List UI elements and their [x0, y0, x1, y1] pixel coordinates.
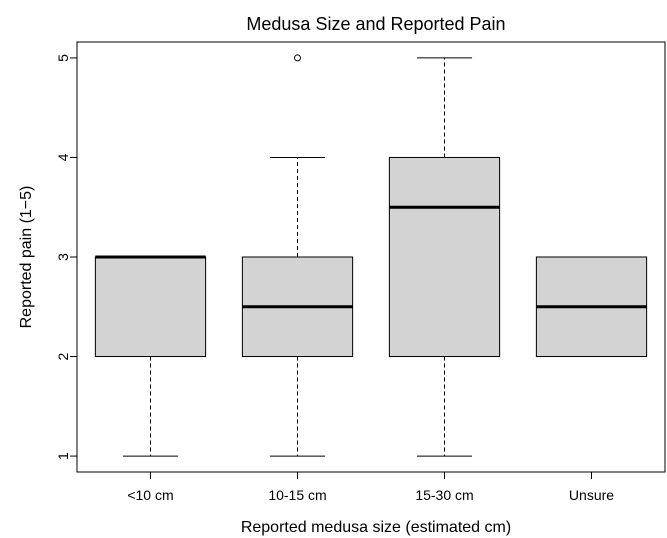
box-group: [388, 57, 501, 457]
y-axis-title: Reported pain (1−5): [18, 186, 35, 329]
x-axis: <10 cm 10-15 cm 15-30 cm Unsure: [127, 471, 614, 503]
x-tick-label: 15-30 cm: [415, 487, 473, 503]
x-tick-label: 10-15 cm: [268, 487, 326, 503]
box-group: [535, 256, 648, 358]
box-group: [241, 54, 354, 457]
x-tick-label: Unsure: [569, 487, 614, 503]
y-tick-label: 4: [55, 153, 71, 161]
chart-title: Medusa Size and Reported Pain: [246, 14, 505, 34]
x-tick-label: <10 cm: [127, 487, 173, 503]
boxplot-series: [94, 54, 648, 457]
y-tick-label: 3: [55, 253, 71, 261]
y-tick-label: 5: [55, 54, 71, 62]
outlier-point: [294, 54, 301, 62]
box-iqr: [388, 156, 501, 358]
y-tick-label: 1: [55, 452, 71, 460]
x-axis-title: Reported medusa size (estimated cm): [241, 519, 511, 536]
box-group: [94, 255, 207, 457]
y-axis: 1 2 3 4 5: [55, 54, 78, 460]
box-iqr: [94, 256, 207, 358]
y-tick-label: 2: [55, 352, 71, 360]
